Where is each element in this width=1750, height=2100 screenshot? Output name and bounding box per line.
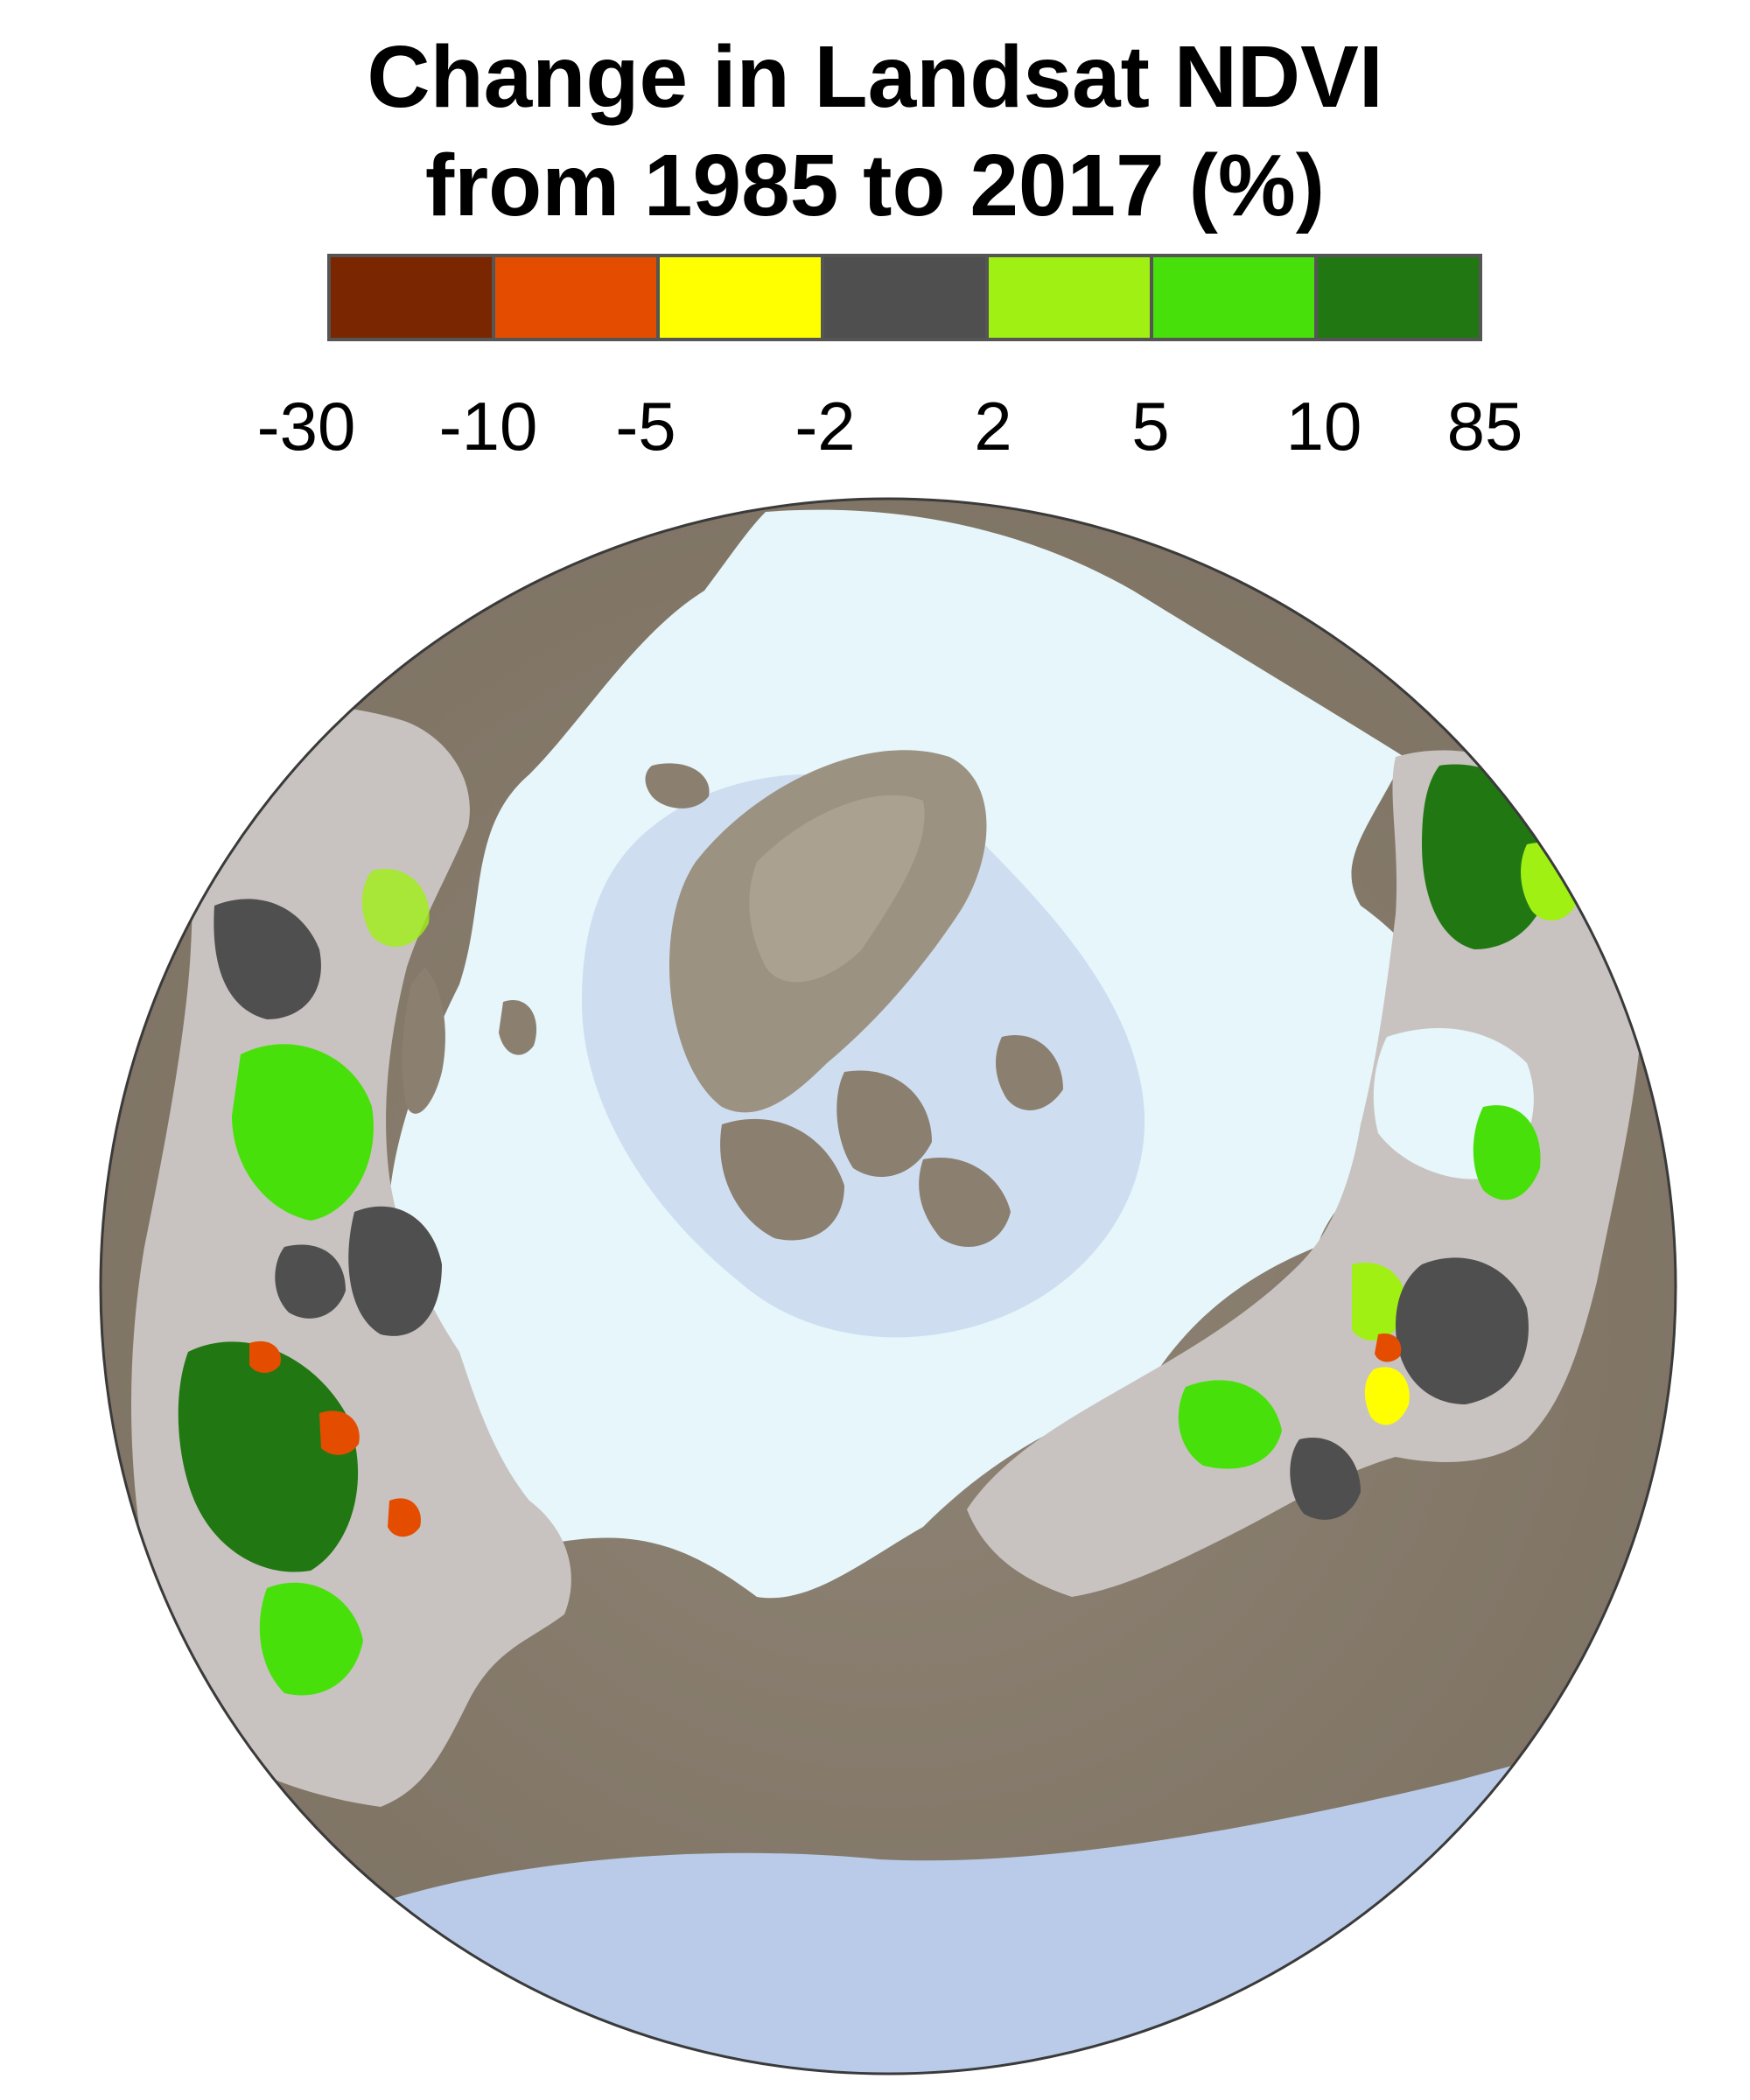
browning-patch (1375, 1334, 1402, 1362)
no-change-patch (1290, 1438, 1361, 1520)
greening-patch (259, 1582, 363, 1696)
no-change-patch (214, 899, 321, 1019)
arctic-polar-map (92, 494, 1684, 2078)
map-disc-outline (99, 497, 1677, 2076)
arctic-island (720, 1118, 844, 1241)
legend-break-label: -10 (438, 388, 538, 465)
greening-patch (361, 869, 430, 947)
svalbard (645, 763, 710, 808)
legend-swatch-4 (824, 257, 989, 338)
map-title-line-2: from 1985 to 2017 (%) (424, 136, 1326, 234)
greening-patch (178, 1341, 359, 1572)
browning-patch (319, 1410, 360, 1455)
legend-break-label: -2 (794, 388, 856, 465)
severnaya-zemlya (499, 1000, 537, 1055)
legend-swatch-1 (331, 257, 495, 338)
greenland-ice-highlight (749, 794, 925, 983)
no-change-patch (1396, 1257, 1529, 1404)
legend-break-label: -30 (256, 388, 356, 465)
legend-swatch-6 (1153, 257, 1318, 338)
map-title-line-1: Change in Landsat NDVI (367, 28, 1383, 126)
no-change-patch (348, 1206, 442, 1336)
no-change-patch (275, 1244, 346, 1319)
arctic-island (836, 1070, 932, 1177)
color-legend (327, 254, 1482, 341)
legend-swatch-5 (989, 257, 1153, 338)
browning-patch (388, 1498, 421, 1537)
arctic-island (919, 1158, 1011, 1247)
browning-patch (249, 1340, 281, 1374)
novaya-zemlya (402, 967, 445, 1114)
greening-patch (1473, 1105, 1541, 1200)
greening-patch (1352, 1263, 1406, 1340)
greening-patch (232, 1044, 374, 1221)
slight-browning-patch (1364, 1367, 1410, 1425)
legend-swatch-3 (660, 257, 824, 338)
legend-swatch-2 (495, 257, 660, 338)
greening-patch (1178, 1380, 1282, 1469)
legend-break-label: 85 (1446, 388, 1523, 465)
legend-break-label: 2 (974, 388, 1012, 465)
arctic-island (996, 1035, 1063, 1110)
legend-swatch-7 (1318, 257, 1479, 338)
legend-break-label: 10 (1285, 388, 1362, 465)
legend-break-label: 5 (1131, 388, 1170, 465)
legend-break-label: -5 (615, 388, 676, 465)
